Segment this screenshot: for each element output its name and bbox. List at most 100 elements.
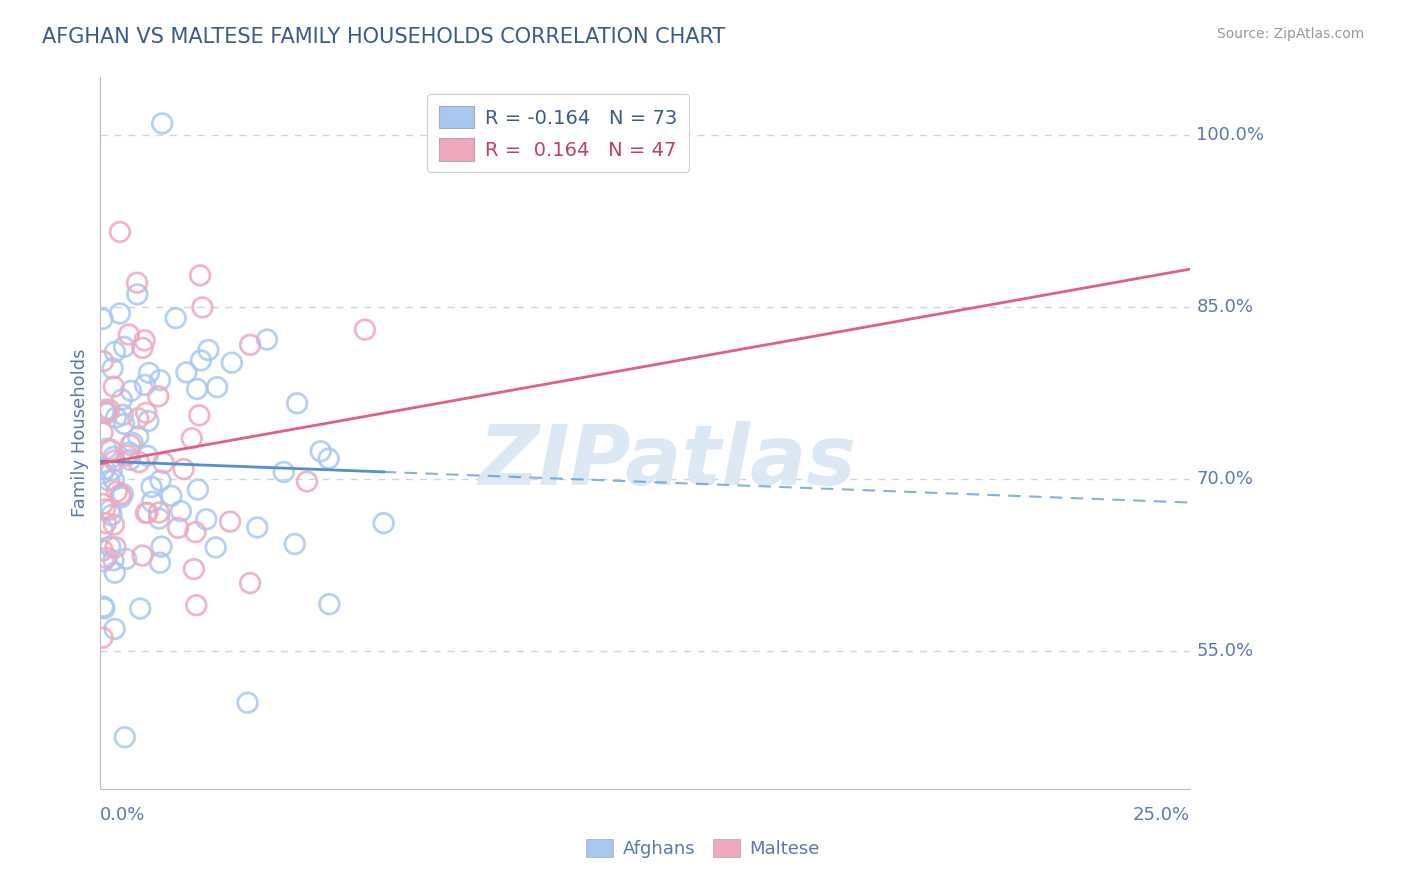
Point: [236, 696, 259, 710]
Point: [309, 444, 332, 458]
Text: 0.0%: 0.0%: [100, 806, 146, 824]
Point: [91, 354, 114, 368]
Text: 85.0%: 85.0%: [1197, 298, 1254, 316]
Point: [121, 435, 143, 450]
Point: [273, 465, 295, 479]
Point: [373, 516, 395, 530]
Point: [186, 598, 208, 612]
Point: [103, 453, 125, 467]
Point: [94, 502, 117, 516]
Text: Source: ZipAtlas.com: Source: ZipAtlas.com: [1216, 27, 1364, 41]
Point: [285, 396, 308, 410]
Point: [190, 353, 212, 368]
Text: 25.0%: 25.0%: [1133, 806, 1189, 824]
Point: [103, 473, 125, 487]
Point: [104, 410, 127, 425]
Point: [204, 541, 226, 555]
Point: [125, 276, 148, 290]
Point: [127, 411, 149, 425]
Point: [246, 520, 269, 534]
Point: [131, 549, 153, 563]
Point: [131, 341, 153, 355]
Point: [128, 455, 150, 469]
Point: [134, 334, 156, 348]
Y-axis label: Family Households: Family Households: [72, 349, 89, 517]
Point: [138, 414, 160, 428]
Point: [149, 474, 172, 488]
Point: [191, 301, 214, 315]
Point: [104, 345, 127, 359]
Point: [91, 543, 114, 558]
Point: [197, 343, 219, 357]
Point: [103, 517, 125, 532]
Point: [295, 475, 318, 489]
Point: [318, 597, 340, 611]
Point: [104, 622, 127, 636]
Point: [205, 380, 228, 394]
Text: 70.0%: 70.0%: [1197, 470, 1253, 488]
Point: [100, 508, 122, 523]
Point: [165, 311, 187, 326]
Point: [94, 462, 117, 476]
Point: [105, 484, 128, 499]
Point: [160, 489, 183, 503]
Point: [170, 504, 193, 518]
Point: [188, 268, 211, 283]
Point: [173, 462, 195, 476]
Point: [118, 445, 141, 459]
Point: [148, 511, 170, 525]
Point: [152, 456, 174, 470]
Point: [135, 406, 157, 420]
Point: [180, 431, 202, 445]
Point: [239, 576, 262, 591]
Point: [112, 340, 135, 354]
Point: [101, 361, 124, 376]
Point: [115, 449, 138, 463]
Point: [141, 480, 163, 494]
Point: [96, 406, 118, 420]
Point: [318, 451, 340, 466]
Point: [114, 731, 136, 745]
Point: [91, 467, 114, 481]
Point: [149, 373, 172, 387]
Point: [111, 487, 134, 501]
Point: [167, 521, 190, 535]
Text: 55.0%: 55.0%: [1197, 642, 1254, 660]
Text: AFGHAN VS MALTESE FAMILY HOUSEHOLDS CORRELATION CHART: AFGHAN VS MALTESE FAMILY HOUSEHOLDS CORR…: [42, 27, 725, 46]
Point: [118, 327, 141, 342]
Point: [98, 502, 121, 516]
Point: [148, 506, 170, 520]
Point: [94, 405, 117, 419]
Legend: R = -0.164   N = 73, R =  0.164   N = 47: R = -0.164 N = 73, R = 0.164 N = 47: [427, 95, 689, 172]
Point: [91, 497, 114, 511]
Point: [150, 540, 173, 554]
Point: [111, 408, 134, 422]
Point: [110, 488, 132, 502]
Point: [183, 562, 205, 576]
Point: [93, 601, 115, 615]
Point: [93, 599, 115, 614]
Point: [188, 409, 211, 423]
Point: [129, 601, 152, 615]
Point: [284, 537, 307, 551]
Point: [239, 338, 262, 352]
Point: [221, 356, 243, 370]
Point: [120, 384, 142, 398]
Point: [112, 417, 135, 431]
Point: [91, 311, 114, 326]
Point: [91, 425, 114, 440]
Point: [134, 377, 156, 392]
Point: [96, 442, 118, 456]
Point: [104, 566, 127, 580]
Legend: Afghans, Maltese: Afghans, Maltese: [579, 831, 827, 865]
Point: [176, 365, 198, 379]
Point: [150, 116, 173, 130]
Point: [256, 333, 278, 347]
Point: [98, 540, 121, 554]
Text: ZIPatlas: ZIPatlas: [478, 421, 856, 502]
Point: [110, 490, 132, 504]
Point: [91, 631, 114, 645]
Point: [141, 494, 163, 508]
Point: [354, 323, 377, 337]
Point: [186, 382, 208, 396]
